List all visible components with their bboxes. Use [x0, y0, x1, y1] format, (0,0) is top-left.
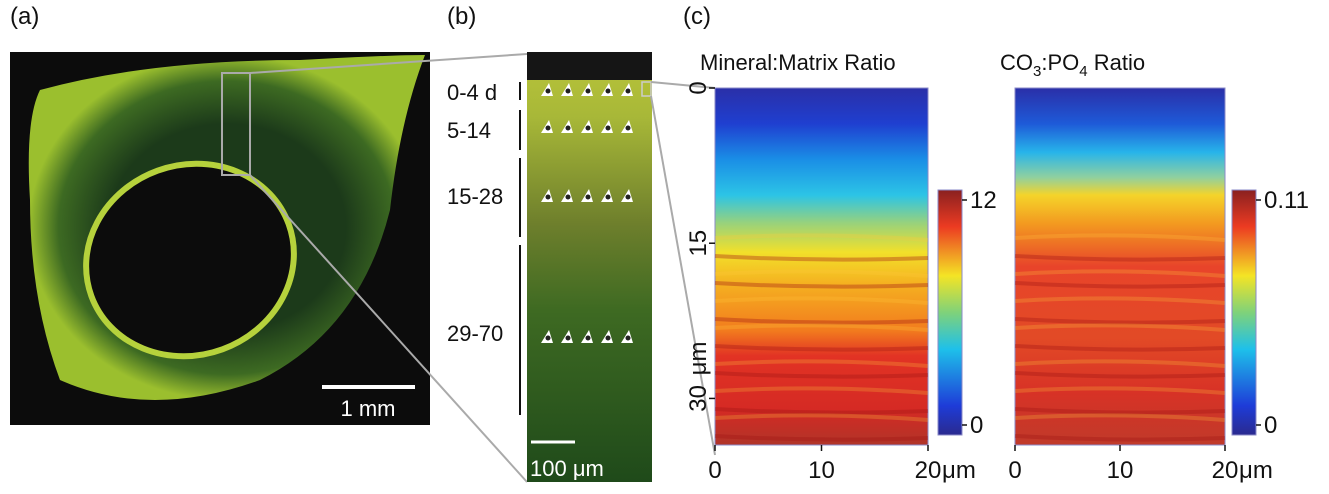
scale-label: 100 μm — [530, 456, 604, 481]
band — [714, 371, 929, 379]
band — [714, 323, 929, 332]
band — [1014, 434, 1226, 442]
micrograph — [527, 52, 652, 482]
zoom-line — [249, 53, 528, 74]
band — [714, 434, 929, 442]
dot — [585, 125, 591, 131]
x-tick-label: 0 — [1008, 457, 1021, 484]
band — [714, 344, 929, 352]
band — [714, 296, 929, 305]
x-unit: μm — [1239, 457, 1273, 484]
band — [1014, 269, 1226, 278]
band — [714, 359, 929, 368]
zoom-line — [650, 95, 716, 456]
heatmap-title: CO3:PO4 Ratio — [1000, 50, 1145, 80]
heatmap — [714, 87, 929, 446]
title-text: :PO — [1041, 50, 1079, 75]
y-tick-label: 15 — [685, 230, 712, 257]
title-text: CO — [1000, 50, 1033, 75]
colorbar-label: 0 — [1264, 412, 1277, 439]
dot — [625, 125, 631, 131]
marrow-cavity — [83, 160, 297, 360]
band — [1014, 323, 1226, 332]
band — [1014, 233, 1226, 242]
band — [714, 386, 929, 395]
dot — [605, 194, 611, 200]
dot — [605, 125, 611, 131]
panel-label: (c) — [683, 3, 711, 30]
dot — [565, 125, 571, 131]
dot — [545, 335, 551, 341]
band — [714, 281, 929, 289]
y-tick-label: 30 — [685, 385, 712, 412]
band — [1014, 386, 1226, 395]
band — [1014, 413, 1226, 422]
band — [714, 233, 929, 242]
band — [1014, 281, 1226, 289]
x-tick-label: 10 — [1107, 457, 1134, 484]
dot — [585, 194, 591, 200]
colorbar-label: 0 — [970, 412, 983, 439]
dot — [625, 88, 631, 94]
y-tick-label: 0 — [685, 81, 712, 94]
band — [1014, 344, 1226, 352]
age-label: 5-14 — [447, 118, 491, 143]
colorbar — [1231, 189, 1257, 436]
age-label: 15-28 — [447, 184, 503, 209]
heatmap-title: Mineral:Matrix Ratio — [700, 50, 896, 75]
band — [714, 269, 929, 278]
x-unit: μm — [942, 457, 976, 484]
heatmap — [1014, 87, 1226, 446]
zoom-line — [650, 81, 716, 89]
x-tick-label: 20 — [915, 457, 942, 484]
panel-label: (b) — [447, 3, 476, 30]
dot — [585, 335, 591, 341]
y-unit: μm — [685, 342, 712, 376]
dot — [605, 88, 611, 94]
band — [714, 254, 929, 262]
title-text: Ratio — [1088, 50, 1145, 75]
band — [1014, 359, 1226, 368]
age-label: 29-70 — [447, 321, 503, 346]
band — [1014, 407, 1226, 415]
panel-label: (a) — [10, 3, 39, 30]
x-tick-label: 0 — [708, 457, 721, 484]
dot — [565, 335, 571, 341]
dot — [625, 335, 631, 341]
dot — [585, 88, 591, 94]
title-subscript: 3 — [1033, 63, 1041, 80]
dot — [565, 194, 571, 200]
band — [714, 413, 929, 422]
band — [1014, 296, 1226, 305]
markers — [541, 83, 633, 343]
dot — [545, 88, 551, 94]
x-tick-label: 20 — [1212, 457, 1239, 484]
scale-label: 1 mm — [341, 396, 396, 421]
micrograph-top — [527, 52, 652, 80]
zoom-box — [221, 72, 251, 176]
band — [1014, 317, 1226, 325]
dot — [545, 125, 551, 131]
x-tick-label: 10 — [808, 457, 835, 484]
zoom-box — [641, 81, 652, 97]
dot — [565, 88, 571, 94]
title-subscript: 4 — [1079, 63, 1087, 80]
colorbar-label: 0.11 — [1264, 187, 1309, 214]
age-label: 0-4 d — [447, 80, 497, 105]
colorbar-label: 12 — [970, 187, 997, 214]
band — [714, 317, 929, 325]
colorbar — [937, 189, 963, 436]
dot — [605, 335, 611, 341]
band — [1014, 371, 1226, 379]
dot — [545, 194, 551, 200]
zoom-line — [249, 174, 528, 483]
band — [714, 407, 929, 415]
title-text: Mineral:Matrix Ratio — [700, 50, 896, 75]
dot — [625, 194, 631, 200]
band — [1014, 254, 1226, 262]
